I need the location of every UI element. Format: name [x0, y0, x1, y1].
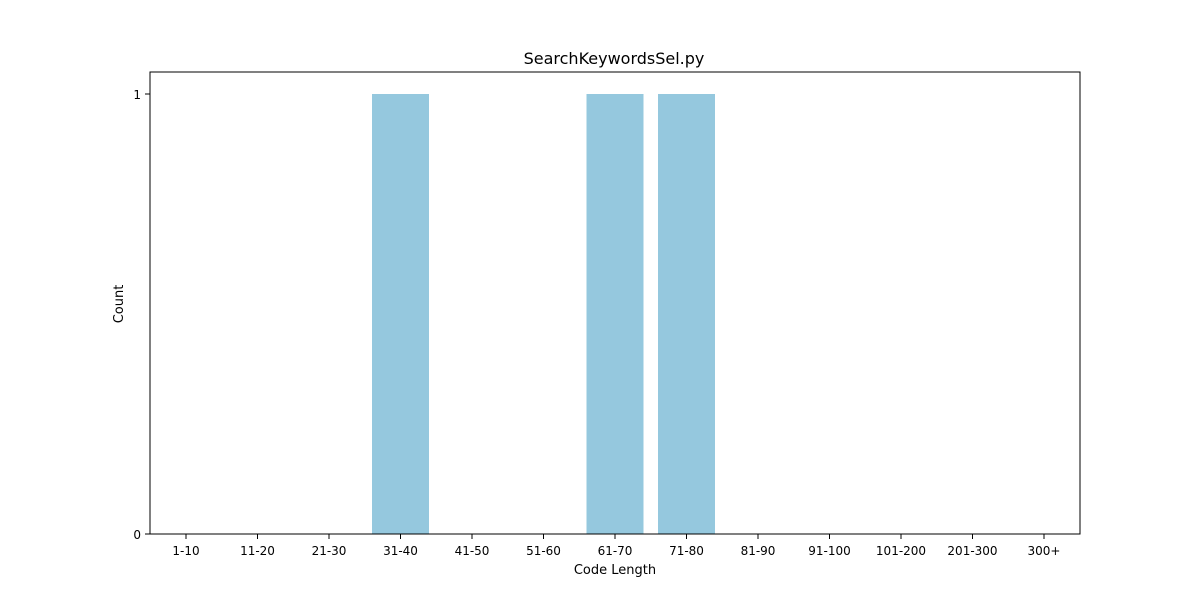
x-tick-label: 101-200: [876, 544, 926, 558]
y-tick-label: 0: [133, 528, 141, 542]
x-tick-label: 11-20: [240, 544, 275, 558]
bars-layer: [372, 94, 715, 534]
x-tick-label: 31-40: [383, 544, 418, 558]
x-tick-label: 41-50: [455, 544, 490, 558]
x-tick-label: 201-300: [947, 544, 997, 558]
x-tick-label: 81-90: [741, 544, 776, 558]
x-axis-ticks: 1-10 11-20 21-30 31-40 41-50 51-60 61-70 71-80 8…: [172, 534, 1060, 558]
x-tick-label: 91-100: [808, 544, 851, 558]
bar-31-40: [372, 94, 429, 534]
x-tick-label: 61-70: [598, 544, 633, 558]
y-axis-ticks: 01: [133, 88, 150, 542]
bar-61-70: [586, 94, 644, 534]
y-tick-label: 1: [133, 88, 141, 102]
chart-title: SearchKeywordsSel.py: [524, 49, 705, 68]
x-axis-label: Code Length: [574, 563, 656, 578]
y-axis-label: Count: [112, 285, 127, 324]
x-tick-label: 1-10: [172, 544, 199, 558]
x-tick-label: 71-80: [669, 544, 704, 558]
x-tick-label: 21-30: [312, 544, 347, 558]
x-tick-label: 300+: [1028, 544, 1061, 558]
bar-71-80: [658, 94, 715, 534]
x-tick-label: 51-60: [526, 544, 561, 558]
